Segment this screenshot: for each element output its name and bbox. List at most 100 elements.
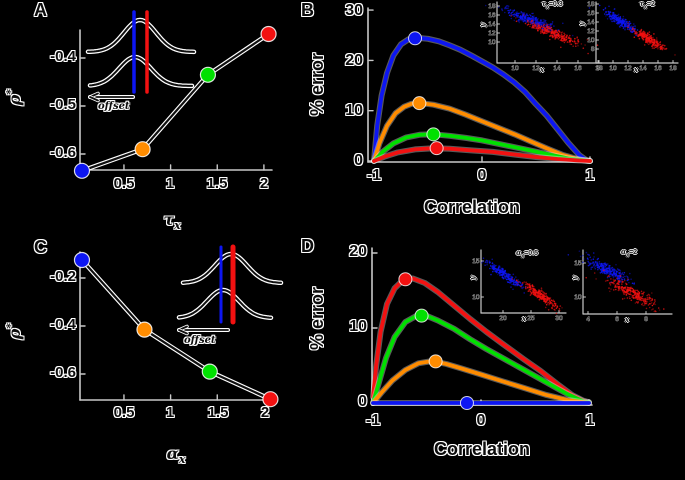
panel-b-xtick: -1 [366,167,382,184]
data-line [80,258,272,401]
gaussian-curve [87,19,195,53]
data-point-red [262,391,279,408]
panel-a-xlabel: τx [163,210,181,233]
inset-x-tick-label: 10 [609,65,617,72]
panel-d: 20 25 30 15 10 4 6 8 15 10 [370,247,673,410]
inset-x-tick-label: 8 [596,65,600,72]
data-point-green [199,66,217,83]
inset-x-tick-label: 12 [624,65,632,72]
panel-d-ytick: 0 [358,393,367,410]
inset-b2-ylabel: y [577,21,586,27]
curve-marker-orange [428,354,443,369]
inset-y-tick-label: 12 [488,30,496,37]
curve-orange [371,359,591,405]
panel-c-xtick: 1.5 [207,404,229,421]
inset-x-tick-label: 30 [555,315,563,322]
offset-label: offset [98,101,130,112]
panel-b-xlabel: Correlation [423,197,520,217]
inset-b1-ylabel: y [478,22,487,28]
offset-arrowhead [89,96,99,102]
panel-c-ytick: -0.6 [50,364,76,381]
gaussian-curve-halo [85,17,197,55]
curve-marker-green [414,308,429,323]
panel-b-ytick: 10 [345,102,363,119]
inset-y-tick-label: 12 [587,28,595,35]
inset-y-tick-label: 14 [587,19,595,26]
curve-green [372,132,592,163]
gaussian-curve [89,56,193,87]
scatter-cloud-red [510,14,599,55]
panel-b-label: B [301,0,314,20]
inset-y-tick-label: 18 [488,3,496,10]
panel-c-xtick: 2 [260,404,270,421]
panel-a-ytick: -0.4 [50,48,76,65]
inset-y-tick-label: 10 [472,294,480,301]
panel-b-ytick: 30 [345,2,363,19]
scatter-cloud-blue [567,250,636,285]
panel-b-ytick: 20 [345,52,363,69]
curve-blue [372,35,592,163]
inset-x-tick-label: 18 [669,65,677,72]
inset-x-tick-label: 16 [654,65,662,72]
inset-x-tick-label: 20 [499,315,507,322]
inset-x-tick-label: 16 [574,65,582,72]
scatter-cloud-blue [588,4,642,37]
panel-b-ylabel: % error [307,52,327,116]
panel-a-ytick: -0.5 [50,96,76,113]
data-point-blue [73,251,91,269]
inset-x-tick-label: 8 [644,316,648,323]
panel-a-xtick: 1 [165,175,175,192]
curve-red [371,276,591,405]
curve-marker-red [398,272,413,287]
inset-d1-xlabel: x [521,314,527,323]
data-line [80,32,270,172]
inset-x-tick-label: 14 [553,65,561,72]
inset-y-tick-label: 8 [591,46,595,53]
curve-marker-orange [412,96,427,111]
offset-label: offset [184,335,216,346]
curve-red [372,146,592,163]
scatter-cloud-red [627,21,676,56]
panel-a-xtick: 1.5 [206,175,228,192]
inset-b2-title: τx=2 [639,0,655,11]
inset-x-tick-label: 10 [511,65,519,72]
inset-d2-ylabel: y [570,275,579,281]
inset-x-tick-label: 25 [527,315,535,322]
scatter-cloud-red [511,278,563,315]
panel-c-ytick: -0.4 [50,316,76,333]
panel-a-xtick: 0.5 [113,175,135,192]
panel-d-label: D [301,236,314,256]
data-point-orange [136,321,153,338]
inset-y-tick-label: 10 [574,294,582,301]
panel-c-ylabel: ρ* [3,322,25,340]
inset-d2-title: αx=2 [620,247,638,259]
data-line-halo [79,257,273,402]
panel-b: 10 12 14 16 18 18 16 14 12 10 8 10 12 14 16 18 18 16 14 12 1… [367,1,679,164]
inset-y-tick-label: 10 [488,39,496,46]
inset-y-tick-label: 15 [472,258,480,265]
curve-marker-red [429,141,444,156]
inset-b1-xlabel: x [539,65,545,74]
inset-d1-ylabel: y [468,275,477,281]
panel-d-ylabel: % error [307,286,327,350]
panel-d-xtick: 0 [476,412,486,429]
panel-c-label: C [34,237,47,257]
panel-c-ytick: -0.2 [50,268,76,285]
curve-green [371,314,591,405]
panel-b-xtick: 0 [477,167,487,184]
panel-d-ytick: 20 [349,243,367,260]
scatter-cloud-blue [481,257,527,294]
inset-y-tick-label: 16 [488,12,496,19]
inset-x-tick-label: 14 [639,65,647,72]
data-point-blue [73,162,91,179]
inset-b2-xlabel: x [633,65,639,74]
panel-b-ytick: 0 [354,152,363,169]
inset-y-tick-label: 15 [574,260,582,267]
curve-marker-blue [408,31,423,46]
scatter-cloud-red [585,269,665,313]
inset-x-tick-label: 6 [615,316,619,323]
panel-b-xtick: 1 [585,167,595,184]
panel-a-ytick: -0.6 [50,144,76,161]
